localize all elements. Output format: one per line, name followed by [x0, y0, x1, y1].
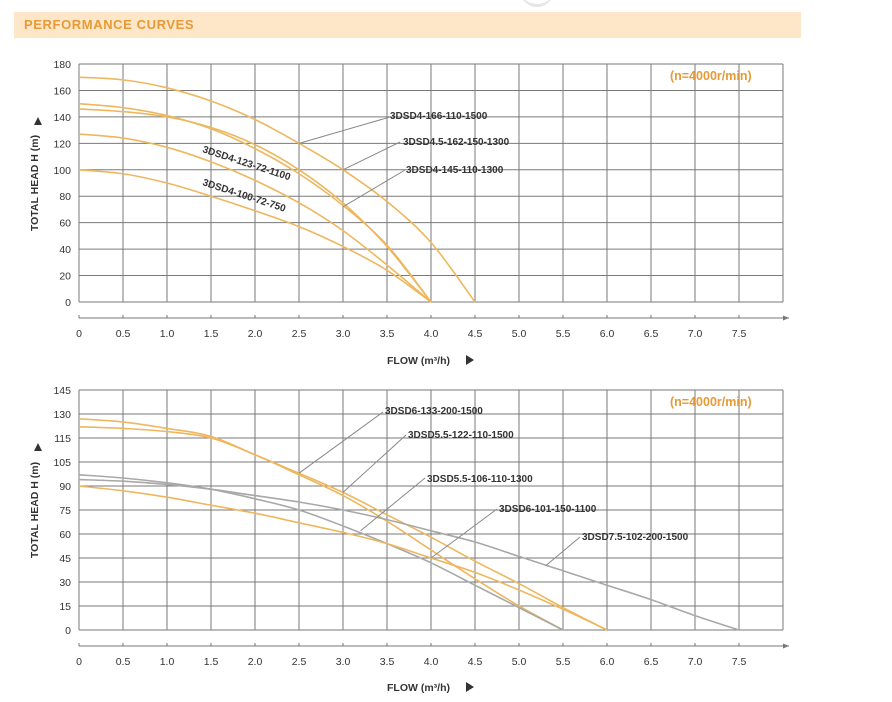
y-tick-label: 105 [53, 457, 71, 469]
y-axis-title: TOTAL HEAD H (m) [29, 462, 41, 558]
decorative-arc [520, 0, 554, 7]
x-tick-label: 0.5 [116, 328, 131, 340]
curve-label: 3DSD7.5-102-200-1500 [582, 532, 689, 543]
speed-note: (n=4000r/min) [670, 395, 752, 409]
x-tick-label: 7.5 [732, 328, 747, 340]
leader-line [298, 411, 384, 474]
y-tick-label: 0 [65, 625, 71, 637]
x-tick-label: 0.5 [116, 656, 131, 668]
curve-3DSD4-145-110-1300 [78, 108, 432, 303]
curve-3DSD5.5-122-110-1500 [78, 426, 564, 631]
y-tick-label: 180 [53, 59, 71, 71]
x-tick-label: 4.0 [424, 328, 439, 340]
x-tick-label: 3.0 [336, 328, 351, 340]
curve-3DSD6-101-150-1100 [78, 485, 608, 631]
x-tick-label: 6.5 [644, 328, 659, 340]
curve-3DSD4-166-110-1500 [78, 76, 476, 303]
x-tick-label: 3.5 [380, 656, 395, 668]
x-tick-label: 2.5 [292, 656, 307, 668]
y-axis-title-arrow [34, 443, 42, 451]
x-tick-label: 1.0 [160, 656, 175, 668]
curve-3DSD4-100-72-750 [78, 168, 432, 303]
curve-3DSD4-123-72-1100 [78, 133, 432, 303]
y-tick-label: 0 [65, 297, 71, 309]
x-tick-label: 5.0 [512, 328, 527, 340]
x-tick-label: 2.0 [248, 328, 263, 340]
x-tick-label: 6.0 [600, 328, 615, 340]
x-tick-label: 1.5 [204, 328, 219, 340]
x-axis-title-arrow [466, 682, 474, 692]
leader-line [342, 169, 406, 208]
curve-label: 3DSD6-101-150-1100 [499, 504, 597, 515]
x-axis-title: FLOW (m³/h) [387, 355, 450, 367]
speed-note: (n=4000r/min) [670, 69, 752, 83]
y-tick-label: 45 [59, 553, 71, 565]
x-tick-label: 2.5 [292, 328, 307, 340]
x-axis-arrow [783, 315, 789, 321]
y-tick-label: 20 [59, 271, 71, 283]
y-tick-label: 160 [53, 85, 71, 97]
curve-label: 3DSD4-166-110-1500 [390, 111, 488, 122]
curve-3DSD5.5-106-110-1300 [78, 474, 564, 631]
x-tick-label: 3.0 [336, 656, 351, 668]
y-tick-label: 40 [59, 244, 71, 256]
leader-line [342, 434, 407, 493]
curve-label: 3DSD4-145-110-1300 [406, 165, 504, 176]
y-axis-title-arrow [34, 117, 42, 125]
x-tick-label: 7.0 [688, 328, 703, 340]
y-tick-label: 80 [59, 191, 71, 203]
y-tick-label: 30 [59, 577, 71, 589]
section-title: PERFORMANCE CURVES [24, 17, 195, 32]
y-tick-label: 130 [53, 409, 71, 421]
x-tick-label: 4.5 [468, 656, 483, 668]
x-tick-label: 4.5 [468, 328, 483, 340]
y-tick-label: 145 [53, 385, 71, 397]
x-tick-label: 6.5 [644, 656, 659, 668]
leader-line [360, 477, 426, 532]
chart-2: 0 15 30 45 60 75 90 105 115 130 145 0 0.5 1.0 1.5 2.0 2.… [29, 385, 789, 694]
curve-label: 3DSD5.5-122-110-1500 [408, 430, 514, 441]
x-tick-label: 0 [76, 656, 82, 668]
y-tick-label: 100 [53, 165, 71, 177]
x-tick-label: 2.0 [248, 656, 263, 668]
y-tick-label: 15 [59, 601, 71, 613]
chart-1: 0 20 40 60 80 100 120 140 160 180 0 0.5 1.0 1.5 2.0 2.5… [29, 59, 789, 367]
x-axis-title-arrow [466, 355, 474, 365]
leader-line [342, 141, 401, 171]
x-tick-label: 7.0 [688, 656, 703, 668]
x-axis-arrow [783, 643, 789, 649]
curve-label: 3DSD5.5-106-110-1300 [427, 474, 533, 485]
y-tick-label: 90 [59, 481, 71, 493]
curve-label: 3DSD6-133-200-1500 [385, 406, 483, 417]
y-tick-label: 115 [54, 433, 71, 445]
x-tick-label: 4.0 [424, 656, 439, 668]
curve-label: 3DSD4.5-162-150-1300 [403, 137, 510, 148]
leader-line [298, 116, 391, 144]
y-tick-label: 120 [53, 138, 71, 150]
y-axis-title: TOTAL HEAD H (m) [29, 135, 41, 231]
x-tick-label: 5.0 [512, 656, 527, 668]
x-tick-label: 6.0 [600, 656, 615, 668]
x-tick-label: 5.5 [556, 328, 571, 340]
x-tick-label: 7.5 [732, 656, 747, 668]
y-tick-label: 60 [59, 218, 71, 230]
y-tick-label: 140 [53, 112, 71, 124]
leader-line [545, 536, 581, 567]
leader-line [430, 508, 498, 559]
section-header: PERFORMANCE CURVES [14, 12, 801, 38]
x-axis-title: FLOW (m³/h) [387, 682, 450, 694]
curve-3DSD7.5-102-200-1500 [78, 478, 740, 631]
y-tick-label: 75 [59, 505, 71, 517]
x-tick-label: 1.0 [160, 328, 175, 340]
x-tick-label: 1.5 [204, 656, 219, 668]
x-tick-label: 0 [76, 328, 82, 340]
x-tick-label: 5.5 [556, 656, 571, 668]
x-tick-label: 3.5 [380, 328, 395, 340]
y-tick-label: 60 [59, 529, 71, 541]
